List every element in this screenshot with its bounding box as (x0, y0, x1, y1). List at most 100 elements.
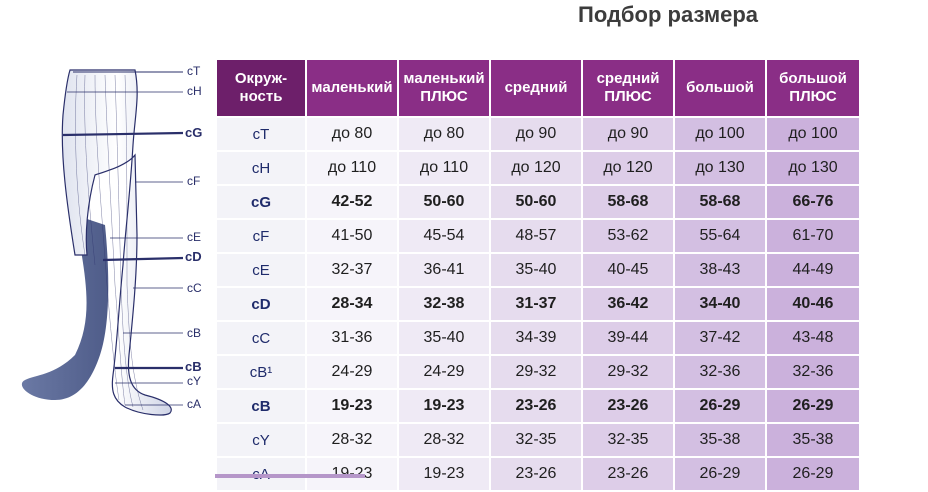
table-cell: до 120 (491, 152, 581, 184)
table-cell: до 100 (767, 118, 859, 150)
row-label: cB (217, 390, 305, 422)
table-cell: 61-70 (767, 220, 859, 252)
header-text: большой ПЛЮС (779, 70, 847, 105)
table-cell: 41-50 (307, 220, 397, 252)
table-row: cT до 80 до 80 до 90 до 90 до 100 до 100 (217, 118, 859, 150)
table-cell: 29-32 (583, 356, 673, 388)
table-cell: 45-54 (399, 220, 489, 252)
row-label: cC (217, 322, 305, 354)
table-cell: 36-41 (399, 254, 489, 286)
size-table: Окруж-ность маленький маленький ПЛЮС сред… (215, 58, 861, 492)
table-cell: 19-23 (399, 458, 489, 490)
table-header-row: Окруж-ность маленький маленький ПЛЮС сред… (217, 60, 859, 116)
table-body: cT до 80 до 80 до 90 до 90 до 100 до 100 cH до 1… (217, 118, 859, 490)
table-cell: 44-49 (767, 254, 859, 286)
table-cell: 29-32 (491, 356, 581, 388)
table-cell: 31-36 (307, 322, 397, 354)
table-cell: 23-26 (491, 390, 581, 422)
page-title: Подбор размера (578, 2, 759, 27)
row-label: cD (217, 288, 305, 320)
row-label: cT (217, 118, 305, 150)
table-cell: 58-68 (675, 186, 765, 218)
header-circumference: Окруж-ность (217, 60, 305, 116)
header-col: средний ПЛЮС (583, 60, 673, 116)
table-row: cC 31-36 35-40 34-39 39-44 37-42 43-48 (217, 322, 859, 354)
row-label: cY (217, 424, 305, 456)
header-col: маленький (307, 60, 397, 116)
table-cell: 26-29 (675, 390, 765, 422)
figure-label-cb: cB (185, 359, 202, 374)
table-cell: 24-29 (399, 356, 489, 388)
table-cell: 34-40 (675, 288, 765, 320)
table-cell: 39-44 (583, 322, 673, 354)
table-row: cE 32-37 36-41 35-40 40-45 38-43 44-49 (217, 254, 859, 286)
header-text: Окруж-ность (234, 70, 288, 105)
table-cell: 50-60 (399, 186, 489, 218)
figure-label-cb1: cB (187, 326, 202, 340)
table-cell: 19-23 (307, 390, 397, 422)
table-cell: до 110 (399, 152, 489, 184)
table-cell: 28-32 (399, 424, 489, 456)
leg-illustration (21, 69, 184, 416)
header-text: маленький (311, 79, 393, 96)
table-cell: 40-46 (767, 288, 859, 320)
header-text: маленький ПЛЮС (403, 70, 485, 105)
table-cell: 50-60 (491, 186, 581, 218)
table-cell: 32-35 (583, 424, 673, 456)
row-label: cE (217, 254, 305, 286)
figure-label-ch: cH (187, 84, 202, 98)
divider (215, 474, 365, 478)
table-cell: 31-37 (491, 288, 581, 320)
table-cell: 35-40 (491, 254, 581, 286)
row-label: cG (217, 186, 305, 218)
row-label: cH (217, 152, 305, 184)
figure-label-ct: cT (187, 64, 201, 78)
table-cell: 36-42 (583, 288, 673, 320)
header-col: большой ПЛЮС (767, 60, 859, 116)
table-cell: 32-36 (675, 356, 765, 388)
table-cell: до 120 (583, 152, 673, 184)
table-row: cH до 110 до 110 до 120 до 120 до 130 до 130 (217, 152, 859, 184)
header-text: средний ПЛЮС (596, 70, 660, 105)
table-cell: 66-76 (767, 186, 859, 218)
table-cell: до 100 (675, 118, 765, 150)
table-cell: 55-64 (675, 220, 765, 252)
table-cell: 28-34 (307, 288, 397, 320)
table-cell: 19-23 (399, 390, 489, 422)
table-cell: 23-26 (583, 458, 673, 490)
table-cell: 35-40 (399, 322, 489, 354)
table-cell: 23-26 (583, 390, 673, 422)
table-cell: 23-26 (491, 458, 581, 490)
figure-label-cy: cY (187, 374, 202, 388)
table-row: cY 28-32 28-32 32-35 32-35 35-38 35-38 (217, 424, 859, 456)
table-cell: до 90 (491, 118, 581, 150)
table-row: cD 28-34 32-38 31-37 36-42 34-40 40-46 (217, 288, 859, 320)
table-cell: 32-35 (491, 424, 581, 456)
row-label: cF (217, 220, 305, 252)
table-cell: 26-29 (767, 390, 859, 422)
row-label: cB¹ (217, 356, 305, 388)
table-cell: до 130 (675, 152, 765, 184)
table-cell: 32-38 (399, 288, 489, 320)
table-cell: 37-42 (675, 322, 765, 354)
table-cell: до 130 (767, 152, 859, 184)
table-cell: 32-37 (307, 254, 397, 286)
figure-label-cf: cF (187, 174, 201, 188)
table-cell: 35-38 (675, 424, 765, 456)
header-col: большой (675, 60, 765, 116)
table-cell: до 80 (307, 118, 397, 150)
table-cell: 53-62 (583, 220, 673, 252)
table-row: cF 41-50 45-54 48-57 53-62 55-64 61-70 (217, 220, 859, 252)
table-row: cB 19-23 19-23 23-26 23-26 26-29 26-29 (217, 390, 859, 422)
table-cell: 58-68 (583, 186, 673, 218)
table-cell: 42-52 (307, 186, 397, 218)
header-text: большой (686, 79, 754, 96)
header-col: средний (491, 60, 581, 116)
table-cell: 24-29 (307, 356, 397, 388)
figure-label-ca: cA (187, 397, 202, 411)
table-cell: 38-43 (675, 254, 765, 286)
table-cell: 43-48 (767, 322, 859, 354)
table-cell: до 80 (399, 118, 489, 150)
table-cell: 40-45 (583, 254, 673, 286)
header-text: средний (504, 79, 568, 96)
